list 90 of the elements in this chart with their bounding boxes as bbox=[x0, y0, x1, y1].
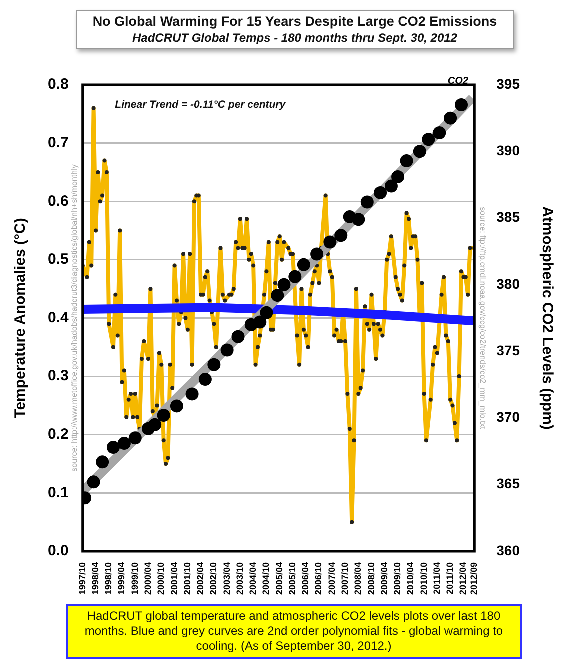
x-tick-label: 2008/10 bbox=[366, 562, 376, 596]
x-tick-label: 2012/04 bbox=[458, 562, 468, 596]
point bbox=[87, 476, 100, 489]
point bbox=[392, 170, 405, 184]
x-tick-label: 1998/04 bbox=[90, 562, 100, 596]
y-tick-label: 0.6 bbox=[48, 192, 69, 210]
y-tick-label: 0.1 bbox=[48, 484, 69, 502]
y2-tick-label: 375 bbox=[496, 342, 520, 358]
y2-tick-label: 395 bbox=[496, 76, 520, 92]
y2-tick-label: 360 bbox=[496, 542, 520, 558]
x-tick-label: 2004/04 bbox=[248, 562, 258, 596]
point bbox=[400, 154, 414, 168]
chart-title: No Global Warming For 15 Years Despite Large CO2 Emissions bbox=[92, 14, 498, 29]
x-tick-label: 1998/10 bbox=[104, 562, 114, 596]
y2-tick-label: 370 bbox=[496, 409, 520, 426]
x-tick-label: 2010/10 bbox=[418, 562, 429, 596]
x-tick-label: 2000/04 bbox=[143, 562, 153, 596]
x-tick-label: 2011/10 bbox=[445, 562, 456, 595]
point bbox=[148, 418, 162, 432]
x-tick-label: 2006/10 bbox=[314, 562, 324, 596]
x-tick-label: 2001/04 bbox=[169, 562, 180, 596]
x-tick-label: 2002/10 bbox=[208, 562, 219, 596]
y-tick-label: 0.4 bbox=[48, 309, 70, 326]
text: HadCRUT global temperature and atmospheric CO2 levels plots over last 180 months. Blue and grey curves are 2nd order polynomial fits - global warming to cooling. (As of September 30, 2012.) bbox=[66, 604, 522, 659]
y-tick-label: 0.0 bbox=[48, 542, 69, 560]
point bbox=[157, 409, 170, 422]
x-tick-label: 2001/10 bbox=[182, 562, 192, 596]
point bbox=[334, 229, 348, 242]
x-tick-label: 1999/10 bbox=[130, 562, 140, 596]
y-tick-label: 0.2 bbox=[48, 426, 69, 443]
x-tick-label: 1999/04 bbox=[116, 562, 127, 596]
x-tick-label: 2004/10 bbox=[261, 562, 272, 596]
x-tick-label: 2006/04 bbox=[300, 562, 311, 596]
y-tick-label: 0.7 bbox=[48, 134, 69, 152]
point bbox=[433, 126, 446, 140]
y-tick-label: 0.5 bbox=[48, 251, 69, 268]
point bbox=[96, 456, 110, 469]
x-tick-label: 2000/10 bbox=[156, 562, 166, 596]
x-tick-label: 2008/04 bbox=[353, 562, 364, 596]
point bbox=[422, 133, 436, 146]
point bbox=[254, 316, 267, 329]
point bbox=[360, 196, 374, 209]
point bbox=[288, 270, 302, 284]
x-tick-label: 2007/04 bbox=[326, 562, 337, 596]
point bbox=[310, 248, 324, 261]
x-tick-label: 2005/04 bbox=[274, 562, 284, 596]
x-tick-label: 2010/04 bbox=[406, 562, 416, 596]
point bbox=[455, 98, 468, 112]
point bbox=[198, 373, 212, 386]
point bbox=[220, 344, 234, 357]
y2-tick-label: 385 bbox=[496, 209, 520, 226]
point bbox=[208, 358, 221, 372]
point bbox=[374, 186, 388, 200]
point bbox=[106, 441, 120, 454]
point bbox=[384, 180, 398, 193]
point bbox=[413, 145, 426, 158]
point bbox=[170, 400, 184, 413]
x-tick-label: 1997/10 bbox=[77, 562, 88, 596]
series-label: CO2 bbox=[448, 76, 469, 88]
annotation: Linear Trend = -0.11°C per century bbox=[115, 98, 287, 111]
source-note: source: http://www.metoffice.gov.uk/hadobs/hadcrut3/diagnostics/global/nh+sh/monthly bbox=[70, 164, 80, 472]
point bbox=[118, 437, 131, 450]
y2-tick-label: 390 bbox=[496, 142, 520, 158]
y-axis-title: Temperature Anomalies (°C) bbox=[12, 218, 30, 418]
point bbox=[278, 278, 291, 292]
point bbox=[297, 258, 310, 272]
x-tick-label: 2009/04 bbox=[379, 562, 390, 596]
x-tick-label: 2007/10 bbox=[340, 562, 350, 596]
point bbox=[128, 432, 142, 445]
point bbox=[271, 289, 284, 302]
point bbox=[186, 388, 199, 401]
y-tick-label: 0.8 bbox=[48, 76, 69, 94]
source-note: source: ftp://ftp.cmdl.noaa.gov/ccg/co2/trends/co2_mm_mlo.txt bbox=[478, 207, 488, 430]
point bbox=[352, 213, 366, 226]
y2-tick-label: 380 bbox=[496, 276, 520, 292]
point bbox=[232, 330, 245, 344]
y2-tick-label: 365 bbox=[496, 476, 520, 492]
point bbox=[324, 236, 337, 249]
x-tick-label: 2003/10 bbox=[234, 562, 245, 596]
x-tick-label: 2012/09 bbox=[469, 562, 480, 596]
y-tick-label: 0.3 bbox=[48, 368, 69, 385]
x-tick-label: 2011/04 bbox=[432, 562, 442, 595]
point bbox=[444, 112, 458, 125]
x-tick-label: 2005/10 bbox=[287, 562, 298, 596]
y2-axis-title: Atmospheric CO2 Levels (ppm) bbox=[538, 206, 556, 430]
point bbox=[260, 306, 274, 320]
x-tick-label: 2003/04 bbox=[222, 562, 232, 596]
chart-subtitle: HadCRUT Global Temps - 180 months thru Sept. 30, 2012 bbox=[132, 31, 458, 45]
x-tick-label: 2002/04 bbox=[196, 562, 206, 596]
x-tick-label: 2009/10 bbox=[392, 562, 403, 596]
